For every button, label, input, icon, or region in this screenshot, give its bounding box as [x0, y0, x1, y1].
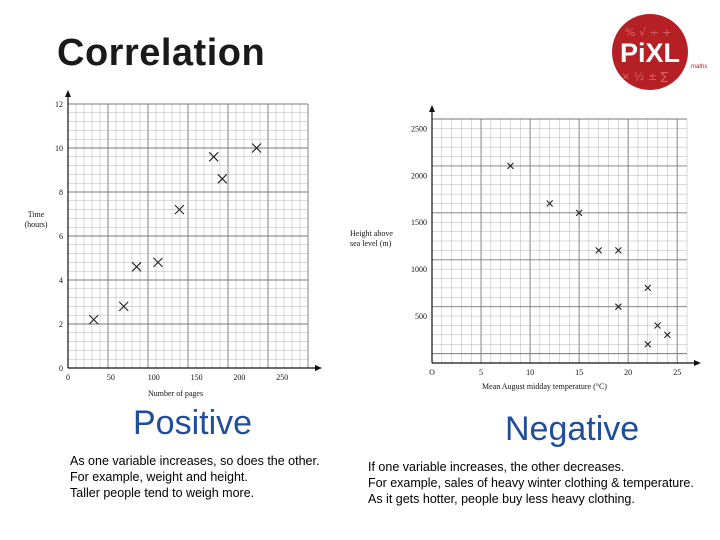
logo-text: PiXL [620, 38, 680, 68]
positive-heading: Positive [133, 404, 253, 442]
positive-y-tick-label: 8 [59, 188, 63, 197]
negative-data-point [575, 209, 583, 217]
positive-x-tick-label: 0 [66, 373, 70, 382]
positive-line-2: For example, weight and height. [70, 470, 248, 484]
positive-data-point [88, 314, 99, 325]
positive-data-point [217, 173, 228, 184]
logo-math-symbols-2: × ½ ± ∑ [621, 70, 669, 83]
negative-y-tick-label: 2000 [411, 171, 427, 180]
negative-heading: Negative [505, 410, 640, 448]
negative-y-tick-label: 1500 [411, 218, 427, 227]
negative-data-point [654, 322, 661, 329]
negative-scatter-chart: O 5 10 15 20 25 500 1000 1500 2000 2500 Mean August… [350, 105, 701, 391]
negative-grid [431, 118, 688, 364]
negative-data-point [644, 340, 652, 348]
negative-line-3: As it gets hotter, people buy less heavy… [368, 492, 635, 506]
positive-data-point [131, 261, 142, 272]
negative-x-tick-label: 5 [479, 368, 483, 377]
negative-x-arrow [694, 360, 701, 366]
negative-data-point [663, 331, 671, 339]
positive-y-tick-label: 4 [59, 276, 63, 285]
positive-data-point [208, 151, 219, 162]
positive-x-arrow [315, 365, 322, 371]
positive-x-tick-label: 200 [233, 373, 245, 382]
positive-y-axis-label: (hours) [24, 220, 47, 229]
pixl-logo: % √ ÷ + × ½ ± ∑ PiXL maths [612, 14, 707, 90]
negative-y-tick-label: 2500 [411, 124, 427, 133]
negative-y-axis-label: Height above [350, 229, 393, 238]
negative-data-point [546, 200, 554, 207]
negative-x-tick-label: 25 [673, 368, 681, 377]
negative-y-arrow [429, 105, 435, 112]
negative-x-tick-label: 20 [624, 368, 632, 377]
positive-x-axis-label: Number of pages [148, 389, 203, 398]
logo-math-symbols: % √ ÷ + [625, 26, 671, 39]
logo-subtext: maths [691, 64, 707, 70]
negative-x-tick-label: O [429, 368, 435, 377]
positive-line-3: Taller people tend to weigh more. [70, 486, 255, 500]
positive-data-point [251, 143, 262, 153]
positive-y-axis-label: Time [28, 210, 45, 219]
negative-data-point [507, 162, 514, 170]
positive-y-tick-label: 2 [59, 320, 63, 329]
slide-title: Correlation [57, 32, 266, 74]
positive-x-tick-label: 250 [276, 373, 288, 382]
negative-y-axis-label: sea level (m) [350, 239, 392, 248]
positive-y-tick-label: 12 [55, 100, 63, 109]
positive-description: As one variable increases, so does the o… [70, 453, 319, 501]
positive-x-tick-label: 100 [148, 373, 160, 382]
negative-data-point [614, 303, 622, 311]
positive-scatter-chart: 0 50 100 150 200 250 0 2 4 6 8 10 12 Number of pages T… [24, 90, 322, 398]
negative-x-axis-label: Mean August midday temperature (°C) [482, 382, 607, 391]
negative-description: If one variable increases, the other dec… [368, 459, 694, 507]
positive-data-point [118, 301, 129, 312]
positive-grid [67, 103, 309, 369]
negative-x-tick-label: 15 [575, 368, 583, 377]
negative-y-tick-label: 1000 [411, 265, 427, 274]
positive-x-tick-label: 50 [107, 373, 115, 382]
positive-data-point [174, 204, 185, 215]
logo-circle [612, 14, 688, 90]
negative-data-point [614, 246, 622, 254]
positive-x-tick-label: 150 [191, 373, 203, 382]
positive-data-point [153, 257, 163, 268]
positive-y-tick-label: 0 [59, 364, 63, 373]
positive-y-tick-label: 10 [55, 144, 63, 153]
negative-y-tick-label: 500 [415, 312, 427, 321]
negative-line-2: For example, sales of heavy winter cloth… [368, 476, 694, 490]
positive-line-1: As one variable increases, so does the o… [70, 454, 320, 468]
positive-y-arrow [65, 90, 71, 97]
negative-data-point [644, 284, 652, 292]
positive-y-tick-label: 6 [59, 232, 63, 241]
negative-line-1: If one variable increases, the other dec… [368, 460, 625, 474]
negative-x-tick-label: 10 [526, 368, 534, 377]
negative-data-point [595, 246, 603, 254]
